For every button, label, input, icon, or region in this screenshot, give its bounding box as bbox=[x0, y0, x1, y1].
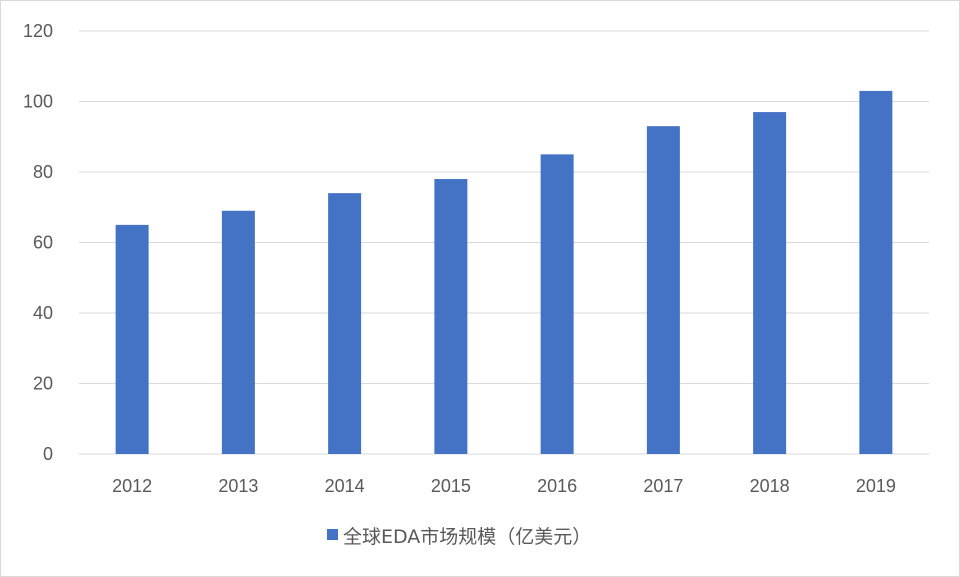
x-tick-label: 2018 bbox=[750, 476, 790, 496]
y-tick-label: 120 bbox=[23, 21, 53, 41]
x-axis-tick-labels: 2012 2013 2014 2015 2016 2017 2018 2019 bbox=[112, 476, 896, 496]
bars bbox=[115, 90, 893, 455]
legend-swatch bbox=[327, 529, 338, 540]
x-tick-label: 2012 bbox=[112, 476, 152, 496]
x-tick-label: 2013 bbox=[218, 476, 258, 496]
bar-2017 bbox=[646, 126, 680, 455]
bar-2014 bbox=[328, 193, 362, 454]
bar-2013 bbox=[221, 210, 255, 454]
y-axis-tick-labels: 0 20 40 60 80 100 120 bbox=[23, 21, 53, 464]
bar-2015 bbox=[434, 179, 468, 455]
y-tick-label: 40 bbox=[33, 303, 53, 323]
y-tick-label: 0 bbox=[43, 444, 53, 464]
x-tick-label: 2014 bbox=[325, 476, 365, 496]
x-tick-label: 2016 bbox=[537, 476, 577, 496]
gridlines bbox=[79, 30, 929, 455]
bar-2012 bbox=[115, 224, 149, 454]
legend-label: 全球EDA市场规模（亿美元） bbox=[343, 526, 591, 548]
legend: 全球EDA市场规模（亿美元） bbox=[327, 526, 591, 548]
bar-2018 bbox=[753, 112, 787, 454]
x-tick-label: 2015 bbox=[431, 476, 471, 496]
y-tick-label: 100 bbox=[23, 92, 53, 112]
y-tick-label: 60 bbox=[33, 233, 53, 253]
x-tick-label: 2017 bbox=[643, 476, 683, 496]
bar-2016 bbox=[540, 154, 574, 454]
bar-2019 bbox=[859, 90, 893, 455]
y-tick-label: 20 bbox=[33, 374, 53, 394]
x-tick-label: 2019 bbox=[856, 476, 896, 496]
y-tick-label: 80 bbox=[33, 162, 53, 182]
